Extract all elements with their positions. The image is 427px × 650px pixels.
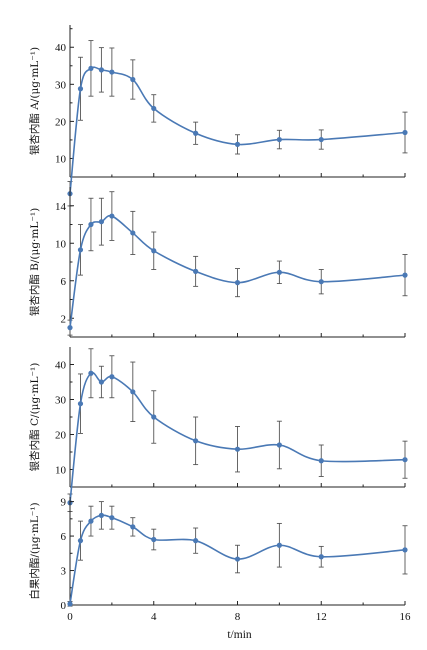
data-point [318,458,324,464]
data-point [109,69,115,75]
y-tick-label: 9 [61,497,67,509]
y-tick-label: 40 [55,42,67,54]
series-line [69,66,406,194]
data-point [98,512,105,518]
data-point [151,248,157,254]
panel-1: 10 20 30 40 银杏内酯 A/(μg·mL⁻¹) [28,25,408,207]
panel-3: 10 20 30 40 银杏内酯 C/(μg·mL⁻¹) [28,347,408,512]
y-axis-label: 白果内酯/(μg·mL⁻¹) [28,502,41,599]
y-tick-label: 10 [55,153,67,165]
data-point [234,141,241,147]
panel-4: 0 3 6 9 白果内酯/(μg·mL⁻¹) 0 4 8 12 16 t/min [28,497,411,641]
data-point [234,556,241,562]
data-point [234,446,241,452]
data-point [276,542,282,548]
data-point [402,457,408,463]
data-point [402,547,408,553]
data-point [402,129,408,136]
y-axis-label: 银杏内酯 A/(μg·mL⁻¹) [28,47,41,155]
y-tick-label: 40 [55,360,67,372]
data-point [77,86,84,92]
data-point [193,438,199,444]
data-point [77,538,84,544]
data-point [67,325,73,331]
y-tick-label: 6 [61,276,67,288]
data-point [109,374,115,380]
data-point [130,389,136,395]
data-point [88,518,94,524]
y-tick-label: 10 [55,238,67,250]
panel-2: 2 6 10 14 银杏内酯 B/(μg·mL⁻¹) [28,187,408,338]
data-point [193,268,199,274]
data-point [98,219,105,225]
y-tick-label: 20 [55,116,67,128]
data-point [88,65,94,71]
y-tick-label: 0 [61,600,67,612]
data-point [318,554,324,560]
data-point [276,136,282,143]
data-point [77,401,84,407]
data-point [402,272,408,278]
y-tick-label: 14 [55,201,67,213]
data-point [193,130,199,136]
data-point [67,601,73,607]
data-point [193,538,199,544]
data-point [130,76,136,83]
x-tick-label: 8 [235,611,241,623]
y-tick-label: 30 [55,395,67,407]
data-point [234,280,241,286]
x-tick-label: 0 [67,611,73,623]
data-point [77,247,84,253]
x-tick-label: 4 [151,611,157,623]
data-point [88,221,94,228]
data-point [318,136,324,143]
y-tick-label: 10 [55,465,67,477]
data-point [130,230,136,236]
data-point [88,370,94,376]
data-point [109,213,115,219]
data-point [98,67,105,73]
y-axis-label: 银杏内酯 B/(μg·mL⁻¹) [28,208,41,316]
data-point [276,269,282,275]
x-tick-label: 16 [400,611,412,623]
data-point [276,442,282,448]
data-point [151,536,157,543]
series-line [69,371,406,503]
data-point [130,524,136,530]
x-tick-label: 12 [316,611,327,623]
data-point [109,515,115,521]
y-tick-label: 6 [61,531,67,543]
y-tick-label: 30 [55,79,67,91]
data-point [151,105,157,112]
y-axis-label: 银杏内酯 C/(μg·mL⁻¹) [28,363,41,472]
y-tick-label: 2 [61,313,67,325]
data-point [318,279,324,285]
data-point [151,414,157,420]
x-axis-label: t/min [227,629,252,641]
y-tick-label: 20 [55,430,67,442]
data-point [98,379,105,385]
y-tick-label: 3 [61,566,67,578]
